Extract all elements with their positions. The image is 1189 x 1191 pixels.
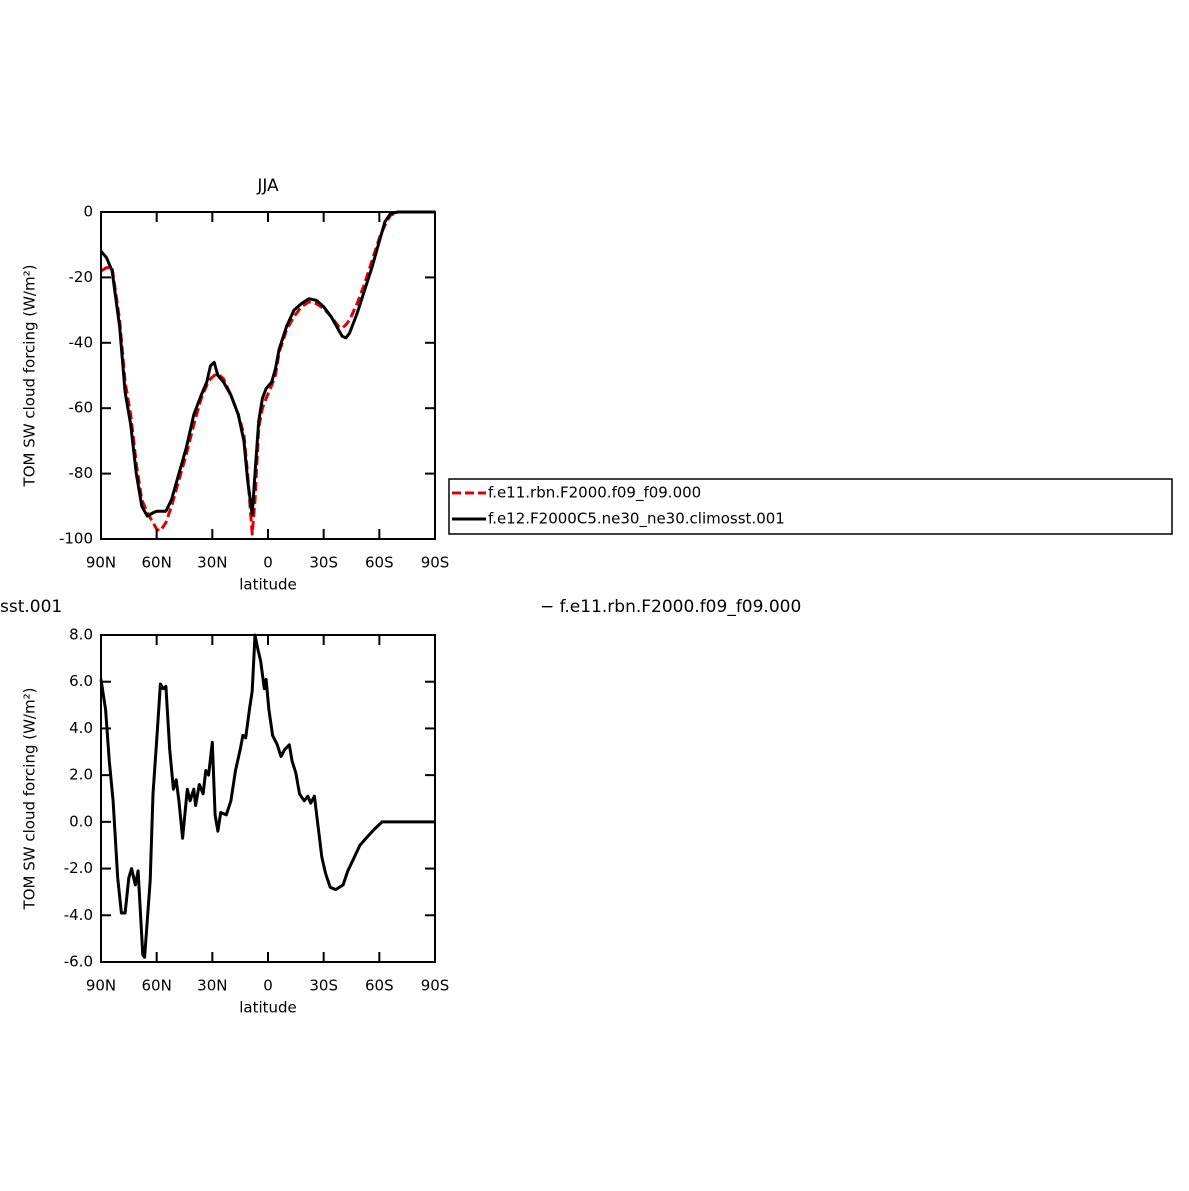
x-tick-label: 90N [86,977,116,995]
y-tick-label: -100 [59,530,93,548]
y-tick-label: -80 [69,464,94,482]
x-tick-label: 60S [365,554,394,572]
y-tick-label: 0 [83,203,93,221]
x-tick-label: 30S [309,554,338,572]
legend-label: f.e12.F2000C5.ne30_ne30.climosst.001 [488,510,785,529]
x-axis-label: latitude [239,576,297,594]
x-axis-label: latitude [239,999,297,1017]
series-line [99,210,435,518]
plot-frame [100,211,436,540]
x-tick-label: 0 [263,977,273,995]
y-tick-label: -2.0 [64,859,93,877]
x-tick-label: 90S [421,977,450,995]
y-tick-label: 0.0 [69,812,93,830]
x-tick-label: 90S [421,554,450,572]
series-line [99,633,435,959]
x-tick-label: 90N [86,554,116,572]
y-tick-label: -60 [69,399,94,417]
y-axis-label: TOM SW cloud forcing (W/m²) [21,265,39,488]
y-tick-label: -6.0 [64,953,93,971]
y-tick-label: 4.0 [69,719,93,737]
chart-title-part: sst.001 [0,597,62,617]
x-tick-label: 60S [365,977,394,995]
legend-box [448,478,1173,535]
y-tick-label: 8.0 [69,626,93,644]
y-tick-label: -40 [69,333,94,351]
chart-title: JJA [256,176,279,196]
x-tick-label: 30N [197,554,227,572]
y-tick-label: -20 [69,268,94,286]
y-axis-label: TOM SW cloud forcing (W/m²) [21,688,39,911]
series-line [100,210,435,536]
y-tick-label: -4.0 [64,906,93,924]
x-tick-label: 30S [309,977,338,995]
x-tick-label: 60N [142,554,172,572]
y-tick-label: 2.0 [69,766,93,784]
x-tick-label: 60N [142,977,172,995]
chart-title-part: − f.e11.rbn.F2000.f09_f09.000 [540,597,801,617]
legend-label: f.e11.rbn.F2000.f09_f09.000 [488,484,701,503]
y-tick-label: 6.0 [69,672,93,690]
x-tick-label: 0 [263,554,273,572]
x-tick-label: 30N [197,977,227,995]
